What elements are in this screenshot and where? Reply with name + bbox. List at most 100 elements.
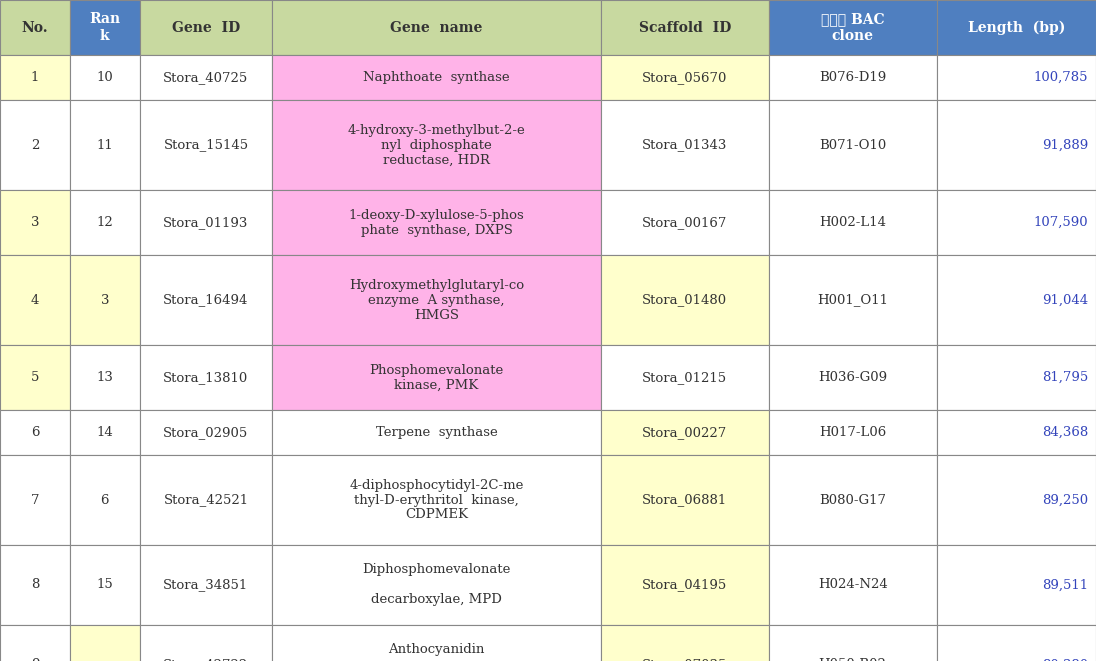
Bar [768,345,937,410]
Text: Stora_16494: Stora_16494 [163,293,249,307]
Bar [140,100,272,190]
Bar [601,190,768,255]
Bar [768,100,937,190]
Text: Stora_42521: Stora_42521 [163,494,249,506]
Bar [937,100,1096,190]
Text: 8: 8 [31,578,39,592]
Text: Stora_34851: Stora_34851 [163,578,249,592]
Text: B076-D19: B076-D19 [819,71,887,84]
Text: No.: No. [22,20,48,34]
Text: 15: 15 [96,578,113,592]
Text: Anthocyanidin
 
5,3-GT/flavonol 3-GT: Anthocyanidin 5,3-GT/flavonol 3-GT [367,644,506,661]
Text: Stora_07035: Stora_07035 [642,658,728,661]
Text: Diphosphomevalonate
 
decarboxylae, MPD: Diphosphomevalonate decarboxylae, MPD [363,563,511,607]
Text: 13: 13 [96,371,113,384]
Text: 6: 6 [101,494,110,506]
Text: H024-N24: H024-N24 [818,578,888,592]
Bar [768,455,937,545]
Text: Stora_01215: Stora_01215 [642,371,728,384]
Text: Ran
k: Ran k [89,13,121,42]
Text: 80,380: 80,380 [1042,658,1088,661]
Text: 10: 10 [96,71,113,84]
Bar [937,0,1096,55]
Bar [937,345,1096,410]
Bar [0,625,70,661]
Text: 81,795: 81,795 [1042,371,1088,384]
Text: B071-O10: B071-O10 [819,139,887,151]
Bar [768,0,937,55]
Text: 2: 2 [31,139,39,151]
Text: Terpene  synthase: Terpene synthase [376,426,498,439]
Bar [0,255,70,345]
Text: 3: 3 [101,293,110,307]
Text: Gene  ID: Gene ID [172,20,240,34]
Bar [70,100,140,190]
Text: 5: 5 [31,371,39,384]
Bar [937,55,1096,100]
Bar [140,545,272,625]
Text: Stora_01193: Stora_01193 [163,216,249,229]
Text: 14: 14 [96,426,113,439]
Text: Stora_04195: Stora_04195 [642,578,728,592]
Text: Scaffold  ID: Scaffold ID [639,20,731,34]
Text: 7: 7 [31,494,39,506]
Bar [0,410,70,455]
Text: H050-B02: H050-B02 [819,658,887,661]
Bar [140,625,272,661]
Bar [140,190,272,255]
Text: H017-L06: H017-L06 [819,426,887,439]
Bar [140,410,272,455]
Text: H036-G09: H036-G09 [818,371,887,384]
Text: Stora_00167: Stora_00167 [642,216,728,229]
Bar [0,545,70,625]
Bar [937,255,1096,345]
Text: 91,044: 91,044 [1042,293,1088,307]
Bar [0,100,70,190]
Text: 84,368: 84,368 [1042,426,1088,439]
Bar [272,455,601,545]
Text: Length  (bp): Length (bp) [968,20,1065,34]
Text: 6: 6 [31,426,39,439]
Text: H002-L14: H002-L14 [819,216,887,229]
Text: 107,590: 107,590 [1034,216,1088,229]
Bar [601,345,768,410]
Text: Stora_42722: Stora_42722 [163,658,249,661]
Bar [272,0,601,55]
Bar [140,255,272,345]
Text: Stora_40725: Stora_40725 [163,71,249,84]
Bar [601,410,768,455]
Bar [937,190,1096,255]
Text: 100,785: 100,785 [1034,71,1088,84]
Text: Phosphomevalonate
kinase, PMK: Phosphomevalonate kinase, PMK [369,364,503,391]
Text: 12: 12 [96,216,113,229]
Bar [70,255,140,345]
Text: Stora_00227: Stora_00227 [642,426,728,439]
Bar [272,410,601,455]
Bar [601,545,768,625]
Bar [0,455,70,545]
Bar [601,55,768,100]
Text: B080-G17: B080-G17 [819,494,887,506]
Bar [70,190,140,255]
Text: 91,889: 91,889 [1042,139,1088,151]
Bar [272,255,601,345]
Bar [768,625,937,661]
Text: 4-hydroxy-3-methylbut-2-e
nyl  diphosphate
reductase, HDR: 4-hydroxy-3-methylbut-2-e nyl diphosphat… [347,124,525,167]
Text: Gene  name: Gene name [390,20,482,34]
Bar [768,55,937,100]
Bar [70,455,140,545]
Text: 11: 11 [96,139,113,151]
Bar [601,0,768,55]
Text: 89,511: 89,511 [1042,578,1088,592]
Bar [70,410,140,455]
Text: Hydroxymethylglutaryl-co
enzyme  A synthase,
HMGS: Hydroxymethylglutaryl-co enzyme A syntha… [349,278,524,321]
Bar [937,545,1096,625]
Text: Naphthoate  synthase: Naphthoate synthase [363,71,510,84]
Bar [768,190,937,255]
Bar [272,100,601,190]
Bar [70,0,140,55]
Text: 1-deoxy-D-xylulose-5-phos
phate  synthase, DXPS: 1-deoxy-D-xylulose-5-phos phate synthase… [349,208,524,237]
Bar [272,345,601,410]
Bar [272,545,601,625]
Bar [937,455,1096,545]
